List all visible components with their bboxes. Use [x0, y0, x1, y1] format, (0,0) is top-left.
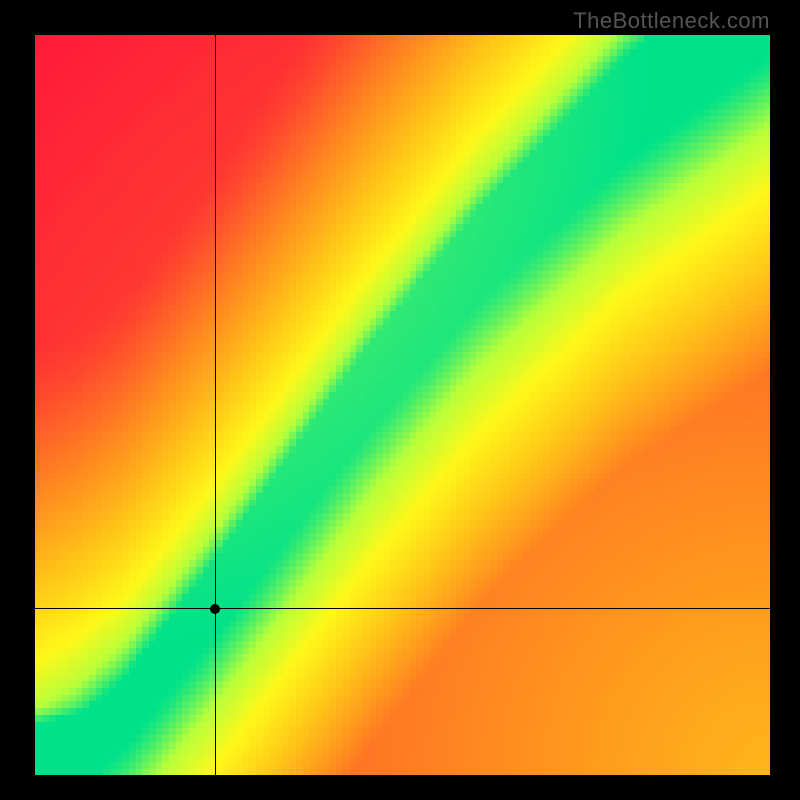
operating-point-marker	[210, 604, 220, 614]
crosshair-vertical	[215, 35, 216, 775]
crosshair-horizontal	[35, 608, 770, 609]
chart-container: TheBottleneck.com	[0, 0, 800, 800]
watermark-text: TheBottleneck.com	[573, 8, 770, 34]
bottleneck-heatmap	[35, 35, 770, 775]
